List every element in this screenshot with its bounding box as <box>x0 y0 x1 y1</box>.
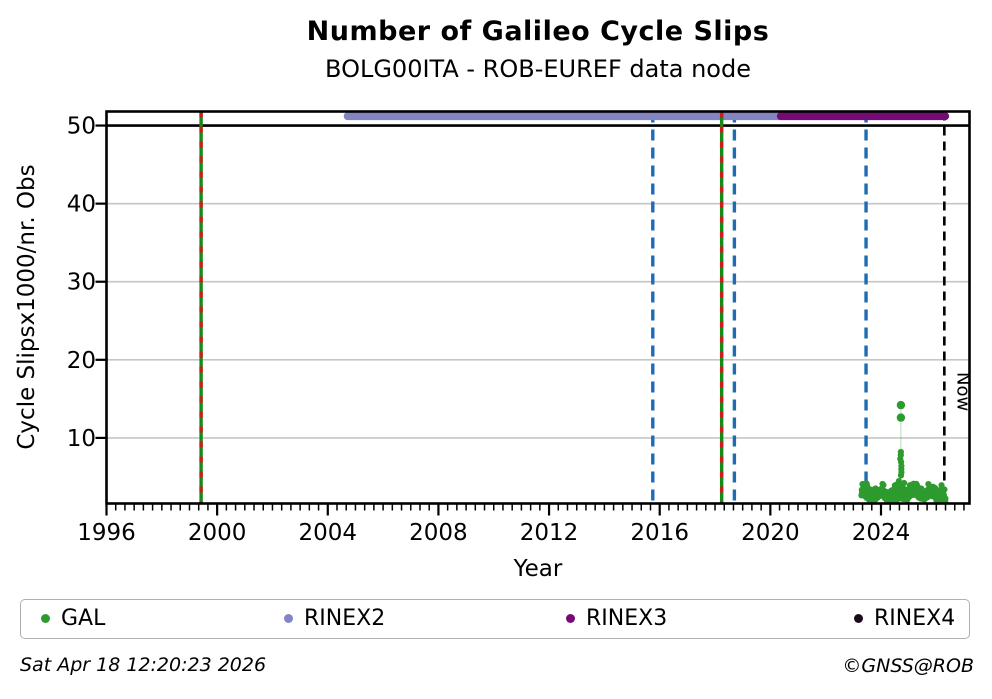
legend-item-label: RINEX3 <box>586 606 668 631</box>
plot-area: 1996 2000 2004 2008 2012 2016 2020 2024 10 20 30 40… <box>14 110 973 582</box>
legend-item-rinex3: RINEX3 <box>566 600 667 637</box>
credit-label: ©GNSS@ROB <box>842 655 974 677</box>
gal-scatter-point <box>880 481 887 489</box>
x-tick-label: 2016 <box>630 520 689 546</box>
x-axis-label: Year <box>513 556 563 582</box>
legend-item-gal: GAL <box>41 600 105 637</box>
chart-subtitle: BOLG00ITA - ROB-EUREF data node <box>325 55 751 83</box>
gal-scatter-series <box>858 400 949 505</box>
y-tick-label: 20 <box>67 348 96 374</box>
gal-scatter-point <box>942 495 949 502</box>
gal-scatter-point <box>901 479 908 487</box>
legend-item-label: GAL <box>61 606 106 631</box>
y-tick-label: 40 <box>67 192 96 218</box>
gal-scatter-point <box>897 448 904 456</box>
y-tick-label: 10 <box>67 426 96 452</box>
x-tick-label: 2012 <box>520 520 579 546</box>
legend-item-rinex2: RINEX2 <box>284 600 385 637</box>
x-tick-label: 2000 <box>188 520 247 546</box>
x-tick-label: 2024 <box>852 520 911 546</box>
legend-item-rinex4: RINEX4 <box>854 600 955 637</box>
y-tick-label: 30 <box>67 270 96 296</box>
legend-marker-icon <box>566 614 575 623</box>
y-axis-label: Cycle Slipsx1000/nr. Obs <box>14 164 40 449</box>
chart-title: Number of Galileo Cycle Slips <box>306 16 770 47</box>
legend-item-label: RINEX4 <box>874 606 956 631</box>
legend-marker-icon <box>41 614 50 623</box>
x-tick-label: 2020 <box>741 520 800 546</box>
timestamp-label: Sat Apr 18 12:20:23 2026 <box>20 654 267 676</box>
x-tick-label: 2004 <box>299 520 358 546</box>
legend-item-label: RINEX2 <box>304 606 386 631</box>
legend-marker-icon <box>854 614 863 623</box>
gal-scatter-point <box>896 400 906 410</box>
legend-marker-icon <box>284 614 293 623</box>
y-tick-label: 50 <box>67 114 96 140</box>
legend: GAL RINEX2 RINEX3 RINEX4 <box>20 599 970 639</box>
plot-spines <box>105 110 971 505</box>
gal-scatter-point <box>941 486 948 493</box>
x-tick-label: 2008 <box>409 520 468 546</box>
gal-scatter-point <box>896 413 906 422</box>
x-tick-label: 1996 <box>77 520 136 546</box>
now-label: Now <box>952 372 973 411</box>
